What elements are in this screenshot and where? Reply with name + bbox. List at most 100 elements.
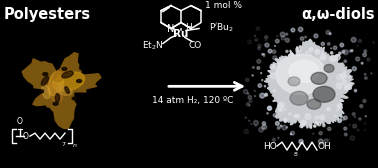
Circle shape — [330, 52, 333, 54]
Circle shape — [251, 123, 252, 124]
Circle shape — [248, 95, 252, 99]
Circle shape — [337, 109, 338, 111]
Circle shape — [286, 50, 288, 52]
Text: 8: 8 — [294, 152, 298, 157]
Text: O: O — [23, 132, 29, 141]
Circle shape — [265, 36, 268, 39]
Ellipse shape — [53, 102, 58, 105]
Circle shape — [344, 85, 350, 90]
Circle shape — [342, 80, 346, 85]
Circle shape — [284, 109, 286, 110]
Circle shape — [343, 50, 348, 55]
Circle shape — [243, 90, 248, 94]
Circle shape — [313, 133, 314, 134]
Circle shape — [351, 37, 356, 42]
Circle shape — [335, 115, 336, 117]
Circle shape — [301, 120, 306, 125]
Circle shape — [365, 116, 366, 117]
Text: 1 mol %: 1 mol % — [205, 1, 242, 10]
Circle shape — [258, 44, 261, 48]
Circle shape — [296, 47, 301, 53]
Ellipse shape — [290, 91, 308, 105]
Circle shape — [336, 83, 342, 89]
Circle shape — [341, 99, 343, 101]
Circle shape — [358, 39, 361, 42]
Circle shape — [342, 50, 345, 53]
Circle shape — [342, 79, 343, 80]
Circle shape — [279, 108, 282, 111]
Circle shape — [335, 55, 340, 60]
Circle shape — [338, 55, 339, 56]
Circle shape — [246, 78, 249, 82]
Circle shape — [309, 48, 313, 52]
Circle shape — [262, 125, 267, 129]
Circle shape — [289, 53, 294, 58]
Circle shape — [265, 93, 268, 96]
Circle shape — [262, 79, 263, 81]
Circle shape — [270, 73, 276, 79]
Text: CO: CO — [188, 41, 201, 50]
Circle shape — [354, 90, 356, 92]
Circle shape — [321, 55, 326, 60]
Circle shape — [300, 125, 303, 128]
Circle shape — [248, 40, 251, 44]
Circle shape — [253, 67, 254, 68]
Circle shape — [249, 99, 252, 102]
Circle shape — [285, 38, 289, 42]
Circle shape — [329, 33, 331, 35]
Circle shape — [260, 93, 265, 98]
Circle shape — [373, 41, 375, 43]
Circle shape — [270, 64, 275, 69]
Ellipse shape — [313, 86, 335, 102]
Circle shape — [277, 103, 283, 109]
Circle shape — [363, 99, 366, 102]
Circle shape — [326, 30, 330, 34]
Circle shape — [356, 57, 359, 61]
Circle shape — [259, 128, 263, 132]
Circle shape — [299, 139, 303, 144]
Polygon shape — [22, 53, 101, 129]
Ellipse shape — [42, 85, 50, 99]
Circle shape — [331, 60, 333, 61]
Ellipse shape — [276, 54, 326, 94]
Circle shape — [277, 35, 278, 37]
Circle shape — [327, 107, 330, 111]
Circle shape — [344, 60, 347, 62]
Circle shape — [318, 123, 321, 126]
Circle shape — [318, 139, 323, 144]
Circle shape — [359, 118, 361, 120]
Circle shape — [244, 129, 248, 134]
Circle shape — [361, 62, 363, 64]
Circle shape — [291, 28, 295, 32]
Circle shape — [282, 125, 287, 130]
Circle shape — [274, 90, 275, 91]
Circle shape — [273, 138, 276, 141]
Circle shape — [308, 54, 311, 57]
Circle shape — [300, 37, 304, 40]
Circle shape — [328, 127, 331, 131]
Circle shape — [341, 73, 346, 79]
Ellipse shape — [55, 94, 60, 102]
Text: HO: HO — [263, 142, 277, 151]
Circle shape — [247, 93, 249, 94]
Circle shape — [280, 126, 282, 127]
Circle shape — [333, 46, 337, 50]
Ellipse shape — [41, 76, 48, 86]
Circle shape — [265, 43, 269, 47]
Text: 7: 7 — [61, 142, 65, 147]
Circle shape — [278, 137, 279, 138]
Circle shape — [315, 51, 318, 54]
Circle shape — [273, 114, 276, 117]
Circle shape — [281, 36, 285, 40]
Circle shape — [264, 86, 266, 87]
Circle shape — [254, 90, 255, 91]
Circle shape — [357, 129, 359, 131]
Circle shape — [305, 36, 307, 38]
Circle shape — [279, 102, 285, 108]
Circle shape — [254, 35, 256, 37]
Text: Et$_2$N: Et$_2$N — [142, 39, 164, 52]
Circle shape — [364, 74, 366, 75]
Circle shape — [352, 113, 355, 116]
Circle shape — [262, 125, 265, 129]
Text: 14 atm H₂, 120 ºC: 14 atm H₂, 120 ºC — [152, 96, 233, 105]
